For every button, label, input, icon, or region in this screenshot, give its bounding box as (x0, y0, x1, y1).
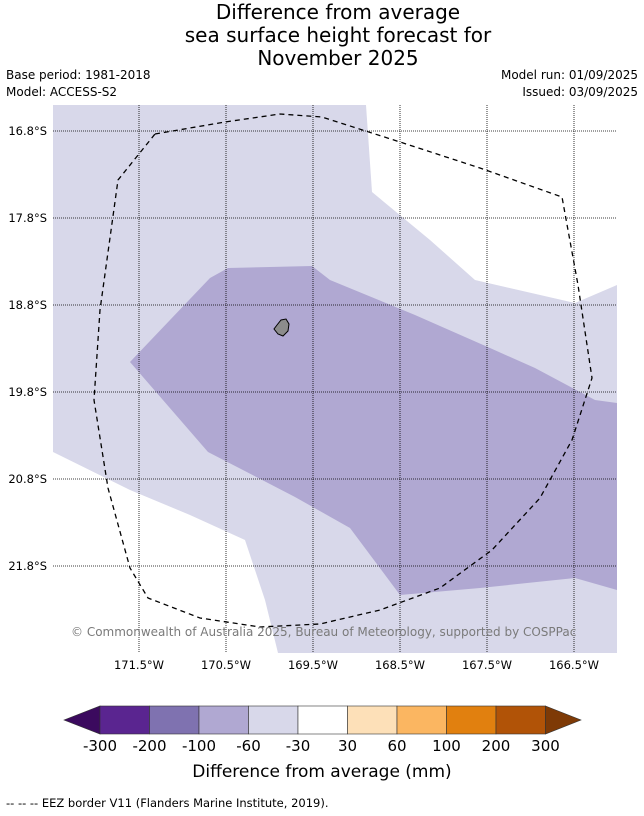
colorbar-bin-5 (347, 705, 398, 735)
colorbar-tick-6: 60 (387, 737, 406, 755)
meta-right: Model run: 01/09/2025 Issued: 03/09/2025 (501, 67, 638, 101)
colorbar-bin-2 (198, 705, 249, 735)
colorbar-tick-7: 100 (432, 737, 461, 755)
colorbar-tick-5: 30 (338, 737, 357, 755)
lat-label-3: 19.8°S (8, 385, 47, 399)
lat-label-0: 16.8°S (8, 124, 47, 138)
base-period: Base period: 1981-2018 (6, 68, 151, 82)
issued-date: Issued: 03/09/2025 (522, 85, 638, 99)
lon-label-0: 171.5°W (114, 658, 164, 672)
island-landmass (273, 318, 290, 337)
colorbar-tick-9: 300 (531, 737, 560, 755)
model-name: Model: ACCESS-S2 (6, 85, 118, 99)
colorbar-high-extend (545, 705, 582, 735)
colorbar-bin-0 (99, 705, 150, 735)
colorbar-tick-3: -60 (236, 737, 261, 755)
colorbar-bin-7 (446, 705, 497, 735)
eez-footnote: -- -- -- EEZ border V11 (Flanders Marine… (6, 796, 329, 810)
anomaly-region-medium (130, 266, 617, 595)
colorbar-tick-0: -300 (83, 737, 117, 755)
colorbar (63, 705, 582, 735)
longitude-labels: 171.5°W 170.5°W 169.5°W 168.5°W 167.5°W … (114, 658, 599, 672)
latitude-gridlines (53, 130, 617, 567)
colorbar-low-extend (63, 705, 101, 735)
lon-label-2: 169.5°W (288, 658, 338, 672)
colorbar-ticks: -300 -200 -100 -60 -30 30 60 100 200 300 (83, 737, 560, 755)
colorbar-bin-1 (149, 705, 200, 735)
eez-border (93, 113, 593, 628)
title-line-2: sea surface height forecast for (184, 23, 492, 47)
colorbar-bin-4 (297, 705, 348, 735)
lon-label-5: 166.5°W (549, 658, 599, 672)
colorbar-tick-1: -200 (132, 737, 166, 755)
lon-label-4: 167.5°W (462, 658, 512, 672)
lat-label-4: 20.8°S (8, 472, 47, 486)
colorbar-bin-8 (495, 705, 546, 735)
longitude-gridlines (138, 105, 575, 653)
lat-label-1: 17.8°S (8, 211, 47, 225)
colorbar-bin-6 (396, 705, 447, 735)
copyright-notice: © Commonwealth of Australia 2025, Bureau… (71, 625, 577, 639)
lon-label-1: 170.5°W (201, 658, 251, 672)
colorbar-label: Difference from average (mm) (192, 762, 452, 782)
lat-label-5: 21.8°S (8, 559, 47, 573)
title-line-1: Difference from average (215, 0, 461, 24)
colorbar-tick-4: -30 (286, 737, 311, 755)
title-line-3: November 2025 (257, 46, 419, 70)
colorbar-bin-3 (248, 705, 299, 735)
map-title: Difference from average sea surface heig… (0, 1, 644, 70)
colorbar-tick-2: -100 (182, 737, 216, 755)
model-run: Model run: 01/09/2025 (500, 68, 638, 82)
meta-left: Base period: 1981-2018 Model: ACCESS-S2 (6, 67, 151, 101)
lon-label-3: 168.5°W (375, 658, 425, 672)
colorbar-tick-8: 200 (482, 737, 511, 755)
latitude-labels: 16.8°S 17.8°S 18.8°S 19.8°S 20.8°S 21.8°… (8, 124, 47, 573)
lat-label-2: 18.8°S (8, 298, 47, 312)
